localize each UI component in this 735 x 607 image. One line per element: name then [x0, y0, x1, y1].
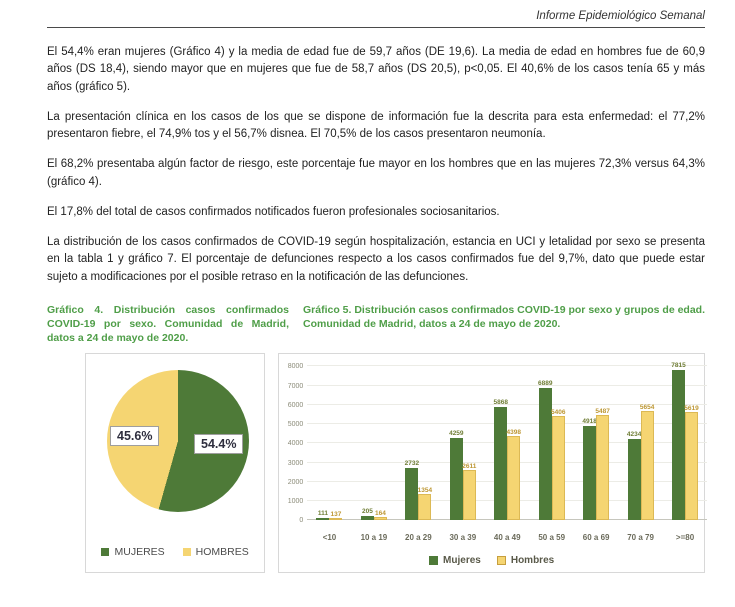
x-axis-label->=80: >=80: [675, 533, 695, 543]
y-axis-label-5000: 5000: [287, 421, 304, 429]
bar-mujeres-20 a 29: 2732: [405, 460, 419, 521]
y-axis-label-2000: 2000: [287, 478, 304, 486]
caption-grafico5: Gráfico 5. Distribución casos confirmado…: [303, 303, 706, 330]
bar-hombres-30 a 39: 2611: [462, 463, 476, 521]
bar-mujeres-30 a 39: 4259: [449, 430, 464, 521]
bar-chart-grafico5: 0 1000 2000 3000 4000 5000 6000 7000 8000 111 137 <…: [278, 353, 708, 574]
bar-group-40 a 49: 5868 4398: [485, 366, 529, 521]
bar-value-label: 2611: [462, 463, 477, 471]
bar-mujeres-50 a 59: 6889: [538, 380, 552, 521]
bar-hombres-40 a 49: 4398: [507, 429, 521, 521]
bar-value-label: 111: [317, 510, 329, 518]
paragraph-distribution: La distribución de los casos confirmados…: [47, 236, 705, 283]
bar-hombres-70 a 79: 5654: [640, 404, 654, 521]
bar-mujeres->=80: 7815: [671, 362, 686, 521]
pie-legend-label: MUJERES: [114, 546, 165, 559]
figures-row: 45.6% 54.4% MUJERES HOMBRES 0 1000 2000 3000…: [47, 353, 708, 574]
bar-group-30 a 39: 4259 2611: [441, 366, 485, 521]
x-axis-label-10 a 19: 10 a 19: [360, 533, 388, 543]
bar-mujeres-40 a 49: 5868: [494, 399, 508, 521]
x-axis-label-40 a 49: 40 a 49: [493, 533, 521, 543]
bar-hombres-<10: 137: [329, 511, 343, 521]
bar-value-label: 6889: [537, 379, 553, 387]
pie-legend: MUJERES HOMBRES: [86, 546, 264, 558]
bar-mujeres-70 a 79: 4234: [627, 431, 641, 521]
bar-hombres-20 a 29: 1354: [418, 487, 432, 521]
x-axis-label-60 a 69: 60 a 69: [582, 533, 610, 543]
bar-value-label: 5487: [595, 407, 610, 415]
pie-chart-grafico4: 45.6% 54.4% MUJERES HOMBRES: [85, 353, 266, 574]
bar-value-label: 5654: [639, 404, 655, 412]
bar-legend-item-hombres: Hombres: [496, 555, 555, 567]
bar-group-10 a 19: 205 164: [352, 366, 396, 521]
y-axis-label-6000: 6000: [287, 401, 304, 409]
page-content: Informe Epidemiológico Semanal El 54,4% …: [47, 10, 708, 574]
gridline-8000: [307, 365, 708, 367]
bar-value-label: 4398: [506, 428, 521, 436]
legend-swatch-icon: [101, 548, 110, 557]
y-axis-label-7000: 7000: [287, 382, 304, 390]
bar-value-label: 4259: [449, 430, 464, 438]
paragraph-age-sex: El 54,4% eran mujeres (Gráfico 4) y la m…: [47, 46, 705, 93]
pie-legend-item-mujeres: MUJERES: [101, 546, 165, 559]
bar-mujeres-<10: 111: [316, 510, 330, 521]
paragraph-clinical: La presentación clínica en los casos de …: [47, 110, 705, 140]
bar-value-label: 5406: [550, 409, 566, 417]
bar-legend-item-mujeres: Mujeres: [429, 555, 481, 566]
bar-mujeres-10 a 19: 205: [360, 508, 374, 521]
bar-group-<10: 111 137: [307, 366, 351, 521]
y-axis-label-8000: 8000: [287, 363, 304, 371]
bar-value-label: 4918: [582, 417, 597, 425]
x-axis-label-20 a 29: 20 a 29: [405, 533, 432, 543]
legend-swatch-icon: [182, 548, 191, 557]
y-axis-label-1000: 1000: [287, 498, 304, 506]
paragraph-risk-factor: El 68,2% presentaba algún factor de ries…: [47, 158, 705, 188]
bar-hombres-50 a 59: 5406: [551, 409, 565, 521]
y-axis-label-4000: 4000: [287, 440, 304, 448]
pie-legend-item-hombres: HOMBRES: [182, 546, 249, 559]
gridline-7000: [307, 384, 708, 386]
bar-hombres->=80: 5619: [684, 405, 699, 521]
x-axis-label-50 a 59: 50 a 59: [538, 533, 566, 543]
bar-group-50 a 59: 6889 5406: [529, 366, 573, 521]
y-axis-label-0: 0: [299, 517, 304, 525]
y-axis-label-3000: 3000: [287, 459, 304, 467]
legend-swatch-icon: [496, 556, 506, 566]
pie-value-mujeres: 54.4%: [194, 434, 244, 455]
bar-value-label: 4234: [626, 430, 642, 438]
bar-hombres-10 a 19: 164: [373, 510, 387, 521]
figure-captions: Gráfico 4. Distribución casos confirmado…: [47, 303, 705, 346]
bar-value-label: 2732: [404, 459, 420, 467]
caption-grafico4: Gráfico 4. Distribución casos confirmado…: [47, 303, 289, 345]
bar-hombres-60 a 69: 5487: [595, 408, 610, 521]
legend-swatch-icon: [429, 556, 439, 566]
pie-value-hombres: 45.6%: [110, 426, 160, 447]
x-axis-label-30 a 39: 30 a 39: [449, 533, 477, 543]
bar-value-label: 5868: [493, 399, 508, 407]
paragraph-professionals: El 17,8% del total de casos confirmados …: [47, 205, 500, 218]
page-header: Informe Epidemiológico Semanal: [47, 10, 705, 28]
bar-value-label: 205: [361, 508, 373, 516]
bar-value-label: 1354: [417, 487, 433, 495]
x-axis-label-70 a 79: 70 a 79: [627, 533, 654, 543]
gridline-5000: [307, 423, 708, 425]
bar-group->=80: 7815 5619: [663, 362, 707, 521]
bar-group-60 a 69: 4918 5487: [574, 366, 618, 521]
bar-legend-label: Mujeres: [443, 555, 481, 567]
bar-value-label: 7815: [671, 361, 686, 369]
bar-mujeres-60 a 69: 4918: [582, 418, 597, 521]
bar-group-70 a 79: 4234 5654: [618, 366, 662, 521]
gridline-6000: [307, 403, 708, 405]
report-title: Informe Epidemiológico Semanal: [536, 10, 705, 22]
bar-value-label: 164: [374, 510, 386, 518]
x-axis-label-<10: <10: [322, 533, 337, 543]
bar-legend-label: Hombres: [510, 555, 555, 567]
pie-legend-label: HOMBRES: [195, 546, 249, 559]
bar-legend: Mujeres Hombres: [279, 555, 704, 566]
bar-group-20 a 29: 2732 1354: [396, 366, 440, 521]
bar-value-label: 137: [330, 510, 342, 518]
bar-value-label: 5619: [684, 405, 699, 413]
